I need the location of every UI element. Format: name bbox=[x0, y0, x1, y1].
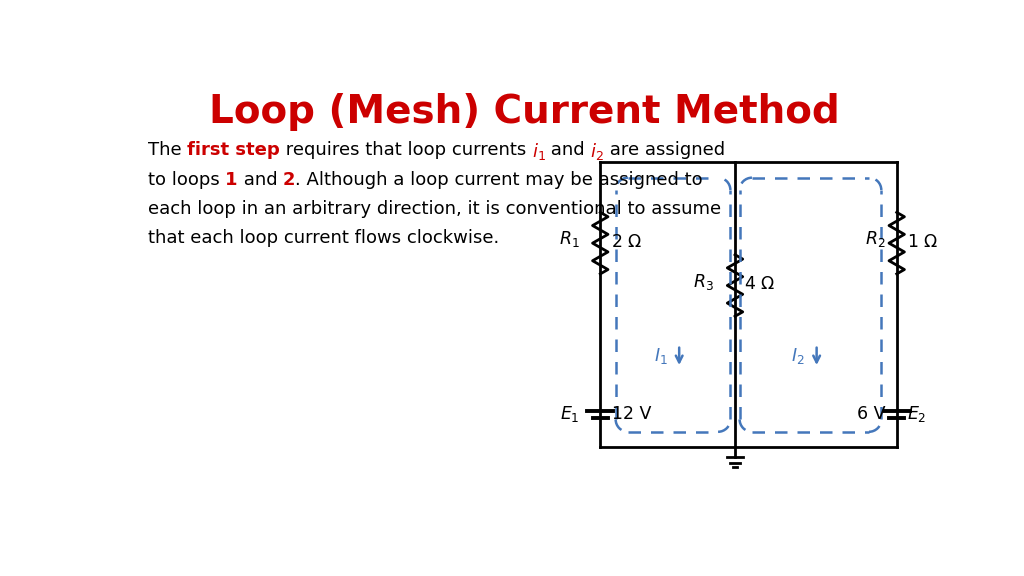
Text: to loops: to loops bbox=[147, 170, 225, 189]
Text: $R_2$: $R_2$ bbox=[865, 229, 886, 249]
Text: 2 $\Omega$: 2 $\Omega$ bbox=[611, 233, 642, 251]
Text: Loop (Mesh) Current Method: Loop (Mesh) Current Method bbox=[210, 93, 840, 131]
Text: $\mathbf{\mathit{i}}_2$: $\mathbf{\mathit{i}}_2$ bbox=[590, 142, 604, 162]
Text: and: and bbox=[545, 142, 590, 160]
Text: The: The bbox=[147, 142, 186, 160]
Text: $\mathbf{\mathit{i}}_1$: $\mathbf{\mathit{i}}_1$ bbox=[531, 142, 546, 162]
Text: $I_2$: $I_2$ bbox=[792, 346, 805, 366]
Text: 4 $\Omega$: 4 $\Omega$ bbox=[744, 275, 775, 293]
Text: $R_3$: $R_3$ bbox=[693, 272, 714, 291]
Text: first step: first step bbox=[186, 142, 280, 160]
Text: 1 $\Omega$: 1 $\Omega$ bbox=[907, 233, 939, 251]
Text: 6 V: 6 V bbox=[857, 405, 885, 423]
Text: 12 V: 12 V bbox=[611, 405, 651, 423]
Text: $E_2$: $E_2$ bbox=[907, 404, 927, 424]
Text: $R_1$: $R_1$ bbox=[559, 229, 580, 249]
Text: . Although a loop current may be assigned to: . Although a loop current may be assigne… bbox=[295, 170, 703, 189]
Text: $I_1$: $I_1$ bbox=[654, 346, 668, 366]
Text: 2: 2 bbox=[283, 170, 295, 189]
Text: requires that loop currents: requires that loop currents bbox=[280, 142, 531, 160]
Text: 1: 1 bbox=[225, 170, 238, 189]
Text: that each loop current flows clockwise.: that each loop current flows clockwise. bbox=[147, 229, 499, 247]
Text: and: and bbox=[238, 170, 283, 189]
Text: $E_1$: $E_1$ bbox=[560, 404, 580, 424]
Text: are assigned: are assigned bbox=[603, 142, 725, 160]
Text: each loop in an arbitrary direction, it is conventional to assume: each loop in an arbitrary direction, it … bbox=[147, 200, 721, 218]
